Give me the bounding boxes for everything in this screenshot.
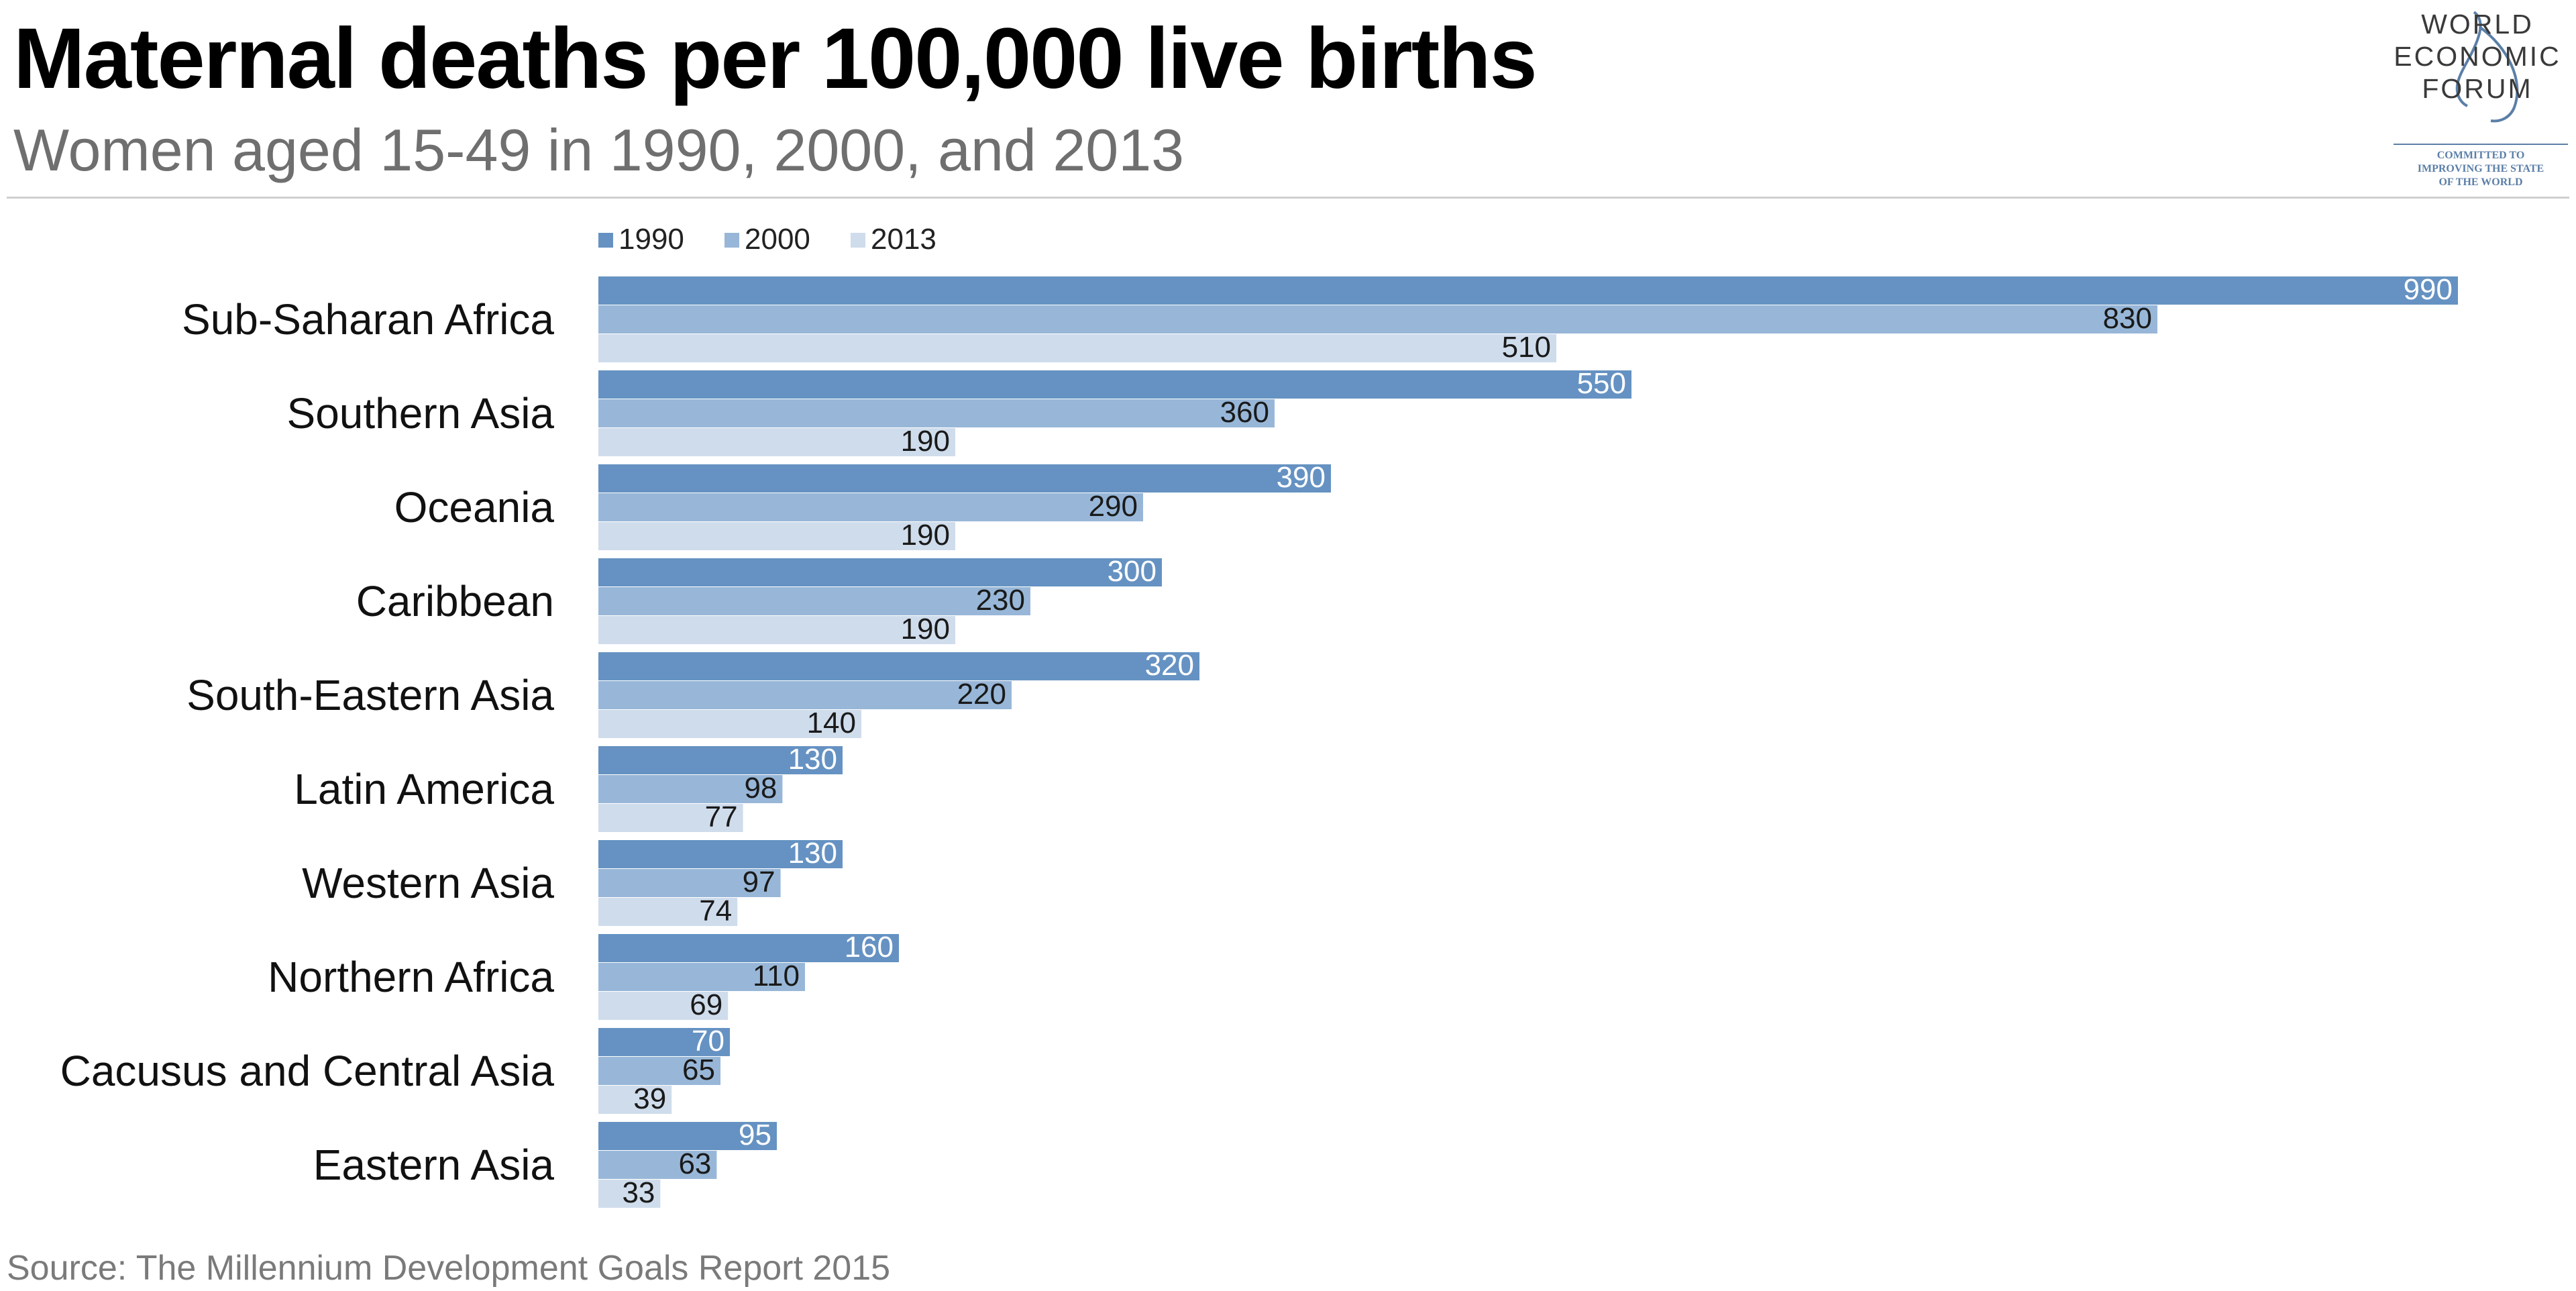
chart-title: Maternal deaths per 100,000 live births (13, 11, 1538, 107)
bar-cacusus-and-central-asia-2000 (598, 1057, 720, 1085)
data-label-northern-africa-2000: 110 (753, 960, 800, 992)
legend-label-2013: 2013 (871, 223, 936, 256)
bar-caribbean-2013 (598, 616, 955, 644)
bar-cacusus-and-central-asia-1990 (598, 1028, 730, 1056)
data-label-eastern-asia-1990: 95 (739, 1119, 771, 1151)
bar-latin-america-2000 (598, 775, 783, 803)
source-note: Source: The Millennium Development Goals… (7, 1249, 891, 1288)
data-label-sub-saharan-africa-2000: 830 (2103, 302, 2152, 335)
data-label-south-eastern-asia-2000: 220 (957, 678, 1006, 711)
bar-western-asia-2013 (598, 898, 738, 926)
bar-northern-africa-1990 (598, 934, 899, 962)
bar-northern-africa-2000 (598, 963, 805, 991)
bar-oceania-2000 (598, 493, 1143, 521)
data-label-south-eastern-asia-1990: 320 (1145, 649, 1194, 682)
data-label-southern-asia-1990: 550 (1577, 367, 1626, 400)
category-label-latin-america: Latin America (294, 765, 554, 813)
data-label-oceania-2013: 190 (901, 519, 950, 552)
bar-south-eastern-asia-2013 (598, 710, 861, 738)
bar-oceania-1990 (598, 464, 1331, 493)
data-label-southern-asia-2000: 360 (1220, 396, 1269, 429)
logo-tagline-3: OF THE WORLD (2438, 176, 2522, 188)
data-label-latin-america-2013: 77 (705, 801, 738, 833)
bar-south-eastern-asia-1990 (598, 652, 1199, 680)
data-label-northern-africa-1990: 160 (845, 931, 894, 964)
logo-line-1: WORLD (2421, 9, 2534, 40)
logo-line-3: FORUM (2422, 73, 2532, 104)
bar-sub-saharan-africa-1990 (598, 276, 2458, 305)
data-label-southern-asia-2013: 190 (901, 425, 950, 458)
data-label-oceania-1990: 390 (1277, 461, 1326, 494)
bar-southern-asia-2013 (598, 428, 955, 456)
chart-subtitle: Women aged 15-49 in 1990, 2000, and 2013 (13, 117, 1185, 183)
data-label-latin-america-2000: 98 (744, 772, 777, 805)
data-label-sub-saharan-africa-2013: 510 (1502, 331, 1551, 364)
bar-south-eastern-asia-2000 (598, 681, 1012, 709)
category-label-southern-asia: Southern Asia (287, 389, 555, 437)
legend-swatch-2013 (851, 233, 865, 248)
category-label-south-eastern-asia: South-Eastern Asia (186, 671, 554, 719)
data-label-caribbean-2000: 230 (976, 584, 1025, 617)
bar-cacusus-and-central-asia-2013 (598, 1086, 672, 1114)
legend-label-1990: 1990 (619, 223, 684, 256)
data-label-western-asia-2000: 97 (743, 866, 775, 898)
data-label-cacusus-and-central-asia-1990: 70 (692, 1025, 724, 1057)
bar-sub-saharan-africa-2000 (598, 305, 2157, 333)
bar-southern-asia-2000 (598, 399, 1275, 427)
legend-label-2000: 2000 (745, 223, 810, 256)
data-label-oceania-2000: 290 (1089, 490, 1138, 523)
category-label-sub-saharan-africa: Sub-Saharan Africa (182, 295, 554, 344)
data-label-eastern-asia-2000: 63 (678, 1147, 711, 1180)
bar-southern-asia-1990 (598, 370, 1631, 399)
category-label-eastern-asia: Eastern Asia (313, 1141, 555, 1189)
bar-western-asia-2000 (598, 869, 781, 897)
bar-eastern-asia-1990 (598, 1122, 777, 1150)
category-label-western-asia: Western Asia (302, 859, 554, 907)
bar-caribbean-1990 (598, 558, 1162, 586)
data-label-western-asia-1990: 130 (788, 837, 837, 870)
category-label-oceania: Oceania (394, 483, 555, 531)
bar-caribbean-2000 (598, 587, 1030, 615)
data-label-caribbean-1990: 300 (1108, 555, 1157, 588)
data-label-cacusus-and-central-asia-2013: 39 (633, 1082, 666, 1115)
data-label-caribbean-2013: 190 (901, 613, 950, 646)
header-divider (7, 197, 2569, 199)
data-label-eastern-asia-2013: 33 (622, 1176, 655, 1209)
logo-line-2: ECONOMIC (2394, 41, 2561, 72)
bar-latin-america-1990 (598, 746, 843, 774)
data-label-south-eastern-asia-2013: 140 (807, 707, 856, 739)
bar-northern-africa-2013 (598, 992, 729, 1020)
wef-logo: WORLD ECONOMIC FORUM COMMITTED TO IMPROV… (2394, 9, 2568, 188)
legend-swatch-2000 (724, 233, 739, 248)
data-label-cacusus-and-central-asia-2000: 65 (682, 1053, 715, 1086)
category-label-northern-africa: Northern Africa (268, 953, 554, 1001)
data-label-latin-america-1990: 130 (788, 743, 837, 776)
data-label-western-asia-2013: 74 (699, 894, 732, 927)
bar-eastern-asia-2013 (598, 1180, 661, 1208)
logo-swoosh-icon (2478, 25, 2519, 123)
bar-latin-america-2013 (598, 804, 743, 832)
logo-tagline-2: IMPROVING THE STATE (2418, 163, 2544, 174)
bar-sub-saharan-africa-2013 (598, 334, 1556, 362)
data-label-northern-africa-2013: 69 (690, 988, 722, 1021)
category-label-cacusus-and-central-asia: Cacusus and Central Asia (60, 1047, 555, 1095)
legend-swatch-1990 (598, 233, 613, 248)
logo-arc-icon (2455, 11, 2482, 107)
logo-tagline-1: COMMITTED TO (2437, 150, 2525, 161)
bar-eastern-asia-2000 (598, 1151, 717, 1179)
bar-western-asia-1990 (598, 840, 843, 868)
category-label-caribbean: Caribbean (356, 577, 554, 625)
bar-oceania-2013 (598, 522, 955, 550)
data-label-sub-saharan-africa-1990: 990 (2404, 273, 2453, 306)
